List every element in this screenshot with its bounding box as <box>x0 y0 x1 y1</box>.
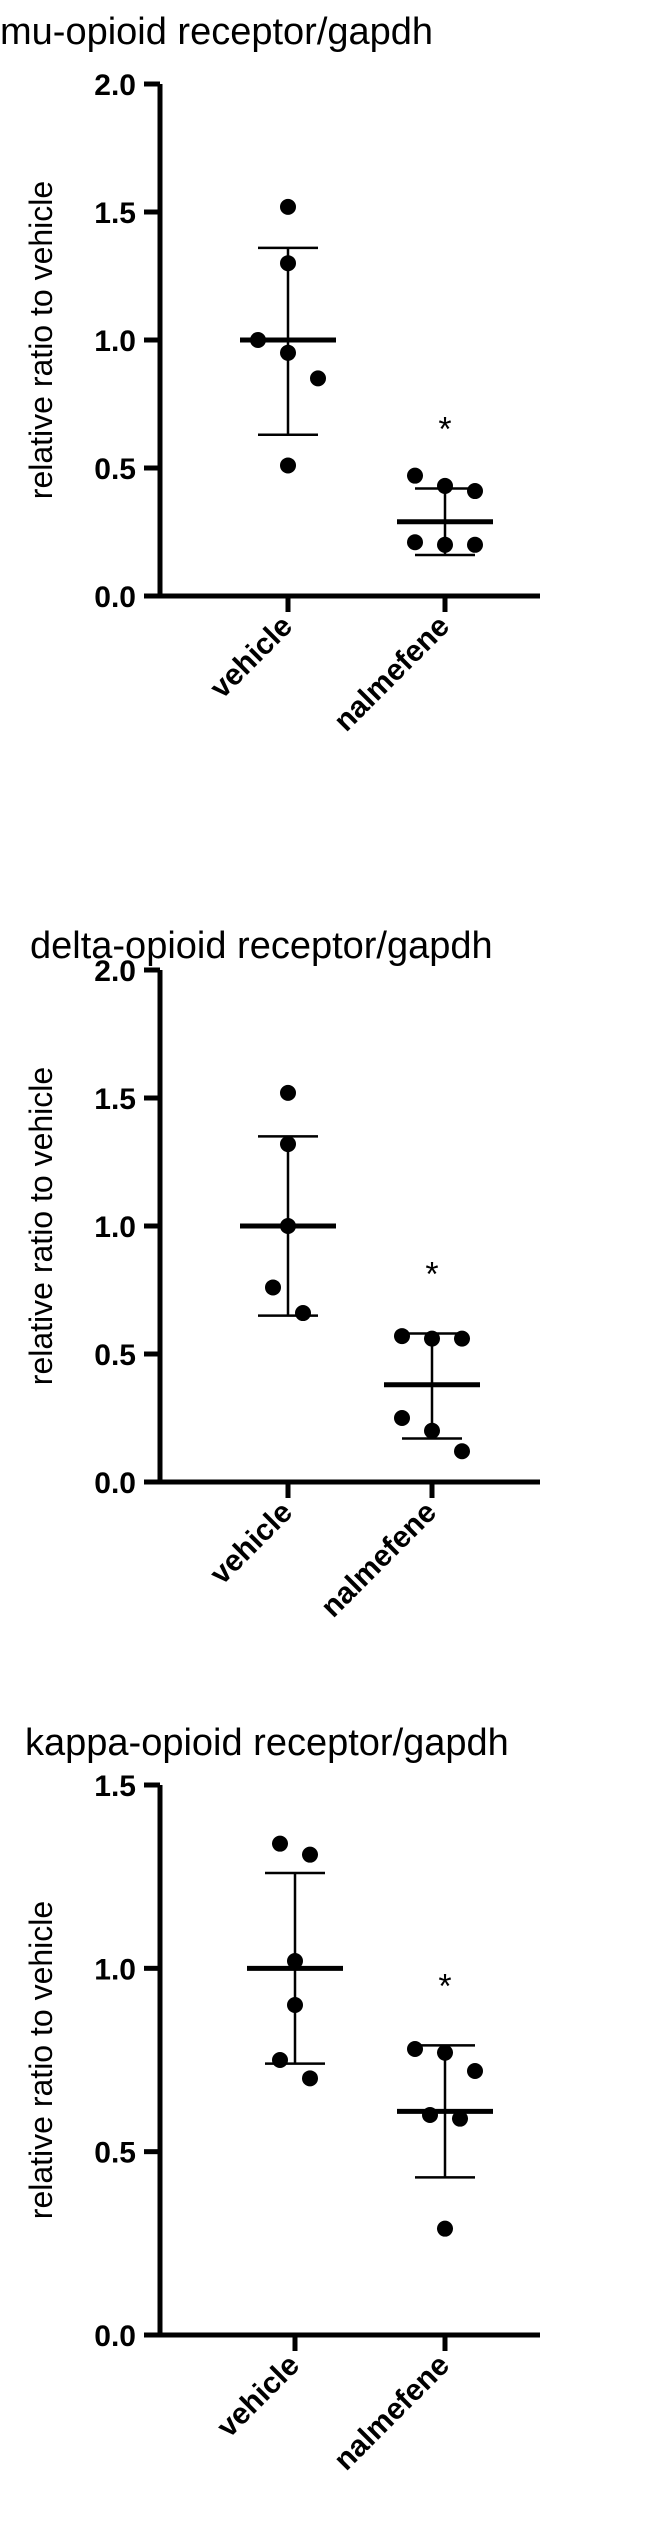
data-point <box>280 1084 296 1101</box>
chart-title: kappa-opioid receptor/gapdh <box>25 1722 509 1764</box>
data-point <box>280 1218 296 1234</box>
y-tick-label: 0.5 <box>94 453 136 486</box>
series-group: * <box>397 410 493 557</box>
data-point <box>407 467 423 484</box>
data-point <box>454 1330 470 1347</box>
x-category-label: vehicle <box>204 1496 299 1591</box>
chart-title: delta-opioid receptor/gapdh <box>30 925 493 967</box>
data-point <box>280 344 296 361</box>
data-point <box>302 1846 318 1863</box>
data-point <box>280 198 296 215</box>
data-point <box>280 457 296 474</box>
data-point <box>452 2110 468 2127</box>
y-tick-label: 1.5 <box>94 1083 136 1116</box>
data-point <box>437 2220 453 2237</box>
data-point <box>467 2063 483 2079</box>
data-point <box>272 1835 288 1852</box>
y-tick-label: 0.5 <box>94 1339 136 1372</box>
data-point <box>467 483 483 500</box>
y-tick-label: 1.0 <box>94 1211 136 1244</box>
significance-marker: * <box>438 1967 451 2005</box>
data-point <box>280 255 296 272</box>
data-point <box>454 1443 470 1460</box>
data-point <box>394 1410 410 1426</box>
chart-panel: delta-opioid receptor/gapdh relative rati… <box>23 925 540 1624</box>
y-tick-label: 1.0 <box>94 325 136 358</box>
x-category-label: nalmefene <box>315 1496 443 1624</box>
series-group <box>240 1084 336 1322</box>
significance-marker: * <box>425 1256 438 1294</box>
x-category-label: vehicle <box>211 2349 306 2444</box>
y-tick-label: 2.0 <box>94 69 136 102</box>
data-point <box>287 1997 303 2013</box>
y-tick-label: 2.0 <box>94 955 136 988</box>
chart-title: mu-opioid receptor/gapdh <box>0 11 433 53</box>
data-point <box>437 2044 453 2061</box>
data-point <box>407 534 423 551</box>
data-point <box>295 1305 311 1322</box>
data-point <box>422 2107 438 2123</box>
data-point <box>250 332 266 348</box>
y-tick-label: 1.5 <box>94 1770 136 1803</box>
y-tick-label: 0.0 <box>94 581 136 614</box>
y-tick-label: 0.0 <box>94 1467 136 1500</box>
y-tick-label: 1.5 <box>94 197 136 230</box>
data-point <box>272 2052 288 2068</box>
data-point <box>394 1328 410 1345</box>
x-category-label: vehicle <box>204 610 299 705</box>
data-point <box>302 2070 318 2087</box>
significance-marker: * <box>438 410 451 448</box>
data-point <box>287 1953 303 1969</box>
x-category-label: nalmefene <box>328 610 456 738</box>
y-axis-label: relative ratio to vehicle <box>23 1067 59 1385</box>
y-tick-label: 1.0 <box>94 1953 136 1986</box>
data-point <box>265 1279 281 1296</box>
data-point <box>437 536 453 553</box>
data-point <box>280 1136 296 1153</box>
y-axis-label: relative ratio to vehicle <box>23 181 59 499</box>
chart-panel: kappa-opioid receptor/gapdh relative rati… <box>23 1722 540 2477</box>
data-point <box>437 477 453 494</box>
chart-panel: mu-opioid receptor/gapdh relative ratio t… <box>0 11 540 738</box>
series-group <box>240 198 336 474</box>
series-group: * <box>397 1967 493 2237</box>
data-point <box>407 2041 423 2057</box>
series-group: * <box>384 1256 480 1460</box>
series-group <box>247 1835 343 2087</box>
data-point <box>467 536 483 553</box>
data-point <box>310 370 326 387</box>
y-axis-label: relative ratio to vehicle <box>23 1901 59 2219</box>
y-tick-label: 0.5 <box>94 2137 136 2170</box>
y-tick-label: 0.0 <box>94 2320 136 2353</box>
data-point <box>424 1422 440 1439</box>
x-category-label: nalmefene <box>328 2349 456 2477</box>
data-point <box>424 1330 440 1347</box>
